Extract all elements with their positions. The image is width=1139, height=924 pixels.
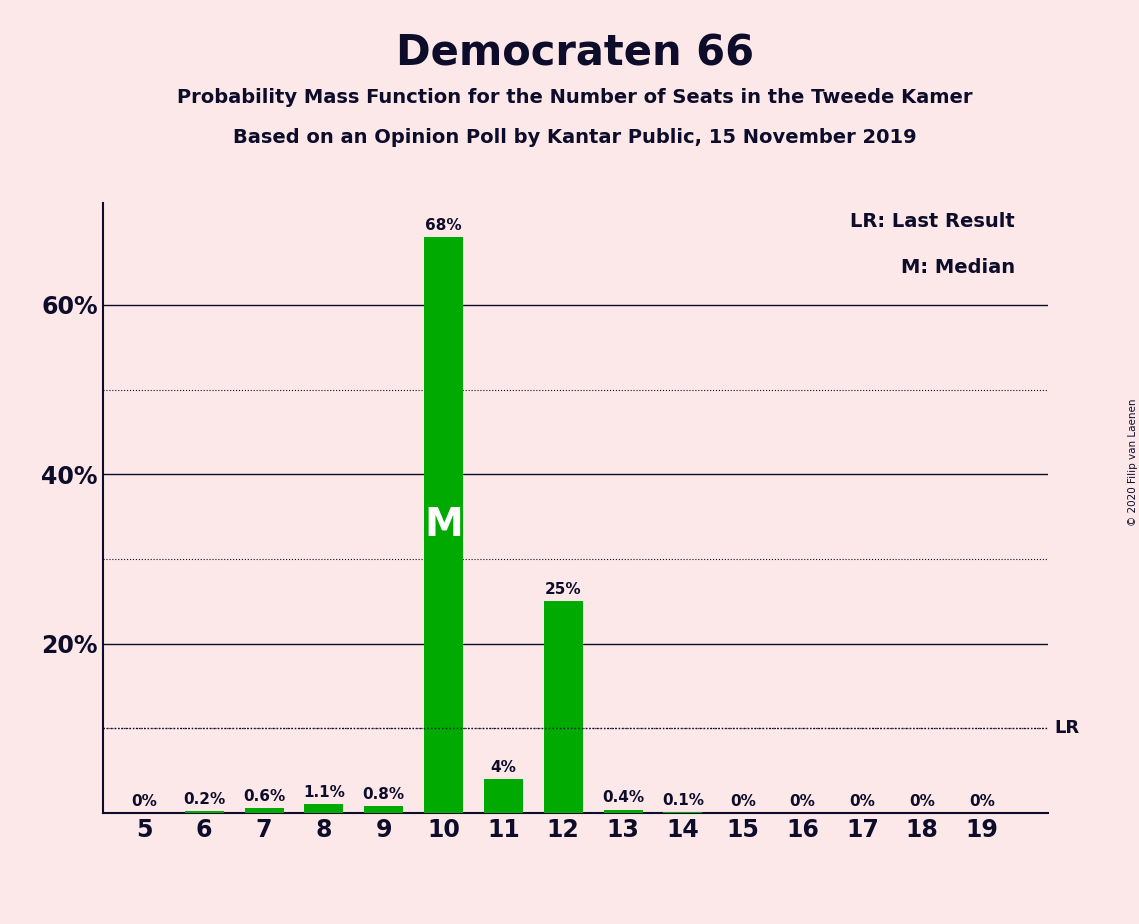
Text: 0.4%: 0.4%	[603, 791, 645, 806]
Text: 0%: 0%	[789, 794, 816, 808]
Text: 1.1%: 1.1%	[303, 784, 345, 799]
Text: © 2020 Filip van Laenen: © 2020 Filip van Laenen	[1129, 398, 1138, 526]
Text: 25%: 25%	[544, 582, 582, 597]
Text: 0%: 0%	[850, 794, 876, 808]
Bar	[424, 237, 464, 813]
Text: 0%: 0%	[909, 794, 935, 808]
Text: Democraten 66: Democraten 66	[396, 32, 754, 74]
Text: Based on an Opinion Poll by Kantar Public, 15 November 2019: Based on an Opinion Poll by Kantar Publi…	[233, 128, 917, 147]
Bar	[185, 811, 223, 813]
Text: 68%: 68%	[425, 218, 462, 233]
Text: Probability Mass Function for the Number of Seats in the Tweede Kamer: Probability Mass Function for the Number…	[178, 88, 973, 107]
Text: LR: Last Result: LR: Last Result	[850, 212, 1015, 231]
Text: 0%: 0%	[969, 794, 995, 808]
Text: M: Median: M: Median	[901, 259, 1015, 277]
Text: 4%: 4%	[491, 760, 516, 775]
Text: 0%: 0%	[730, 794, 755, 808]
Text: 0.2%: 0.2%	[183, 792, 226, 808]
Text: 0.8%: 0.8%	[362, 787, 404, 802]
Text: 0.1%: 0.1%	[662, 793, 704, 808]
Bar	[484, 779, 523, 813]
Text: LR: LR	[1055, 720, 1080, 737]
Text: M: M	[424, 506, 462, 544]
Text: 0%: 0%	[131, 794, 157, 808]
Text: 0.6%: 0.6%	[243, 789, 285, 804]
Bar	[245, 808, 284, 813]
Bar	[364, 807, 403, 813]
Bar	[304, 804, 343, 813]
Bar	[604, 809, 642, 813]
Bar	[543, 602, 583, 813]
